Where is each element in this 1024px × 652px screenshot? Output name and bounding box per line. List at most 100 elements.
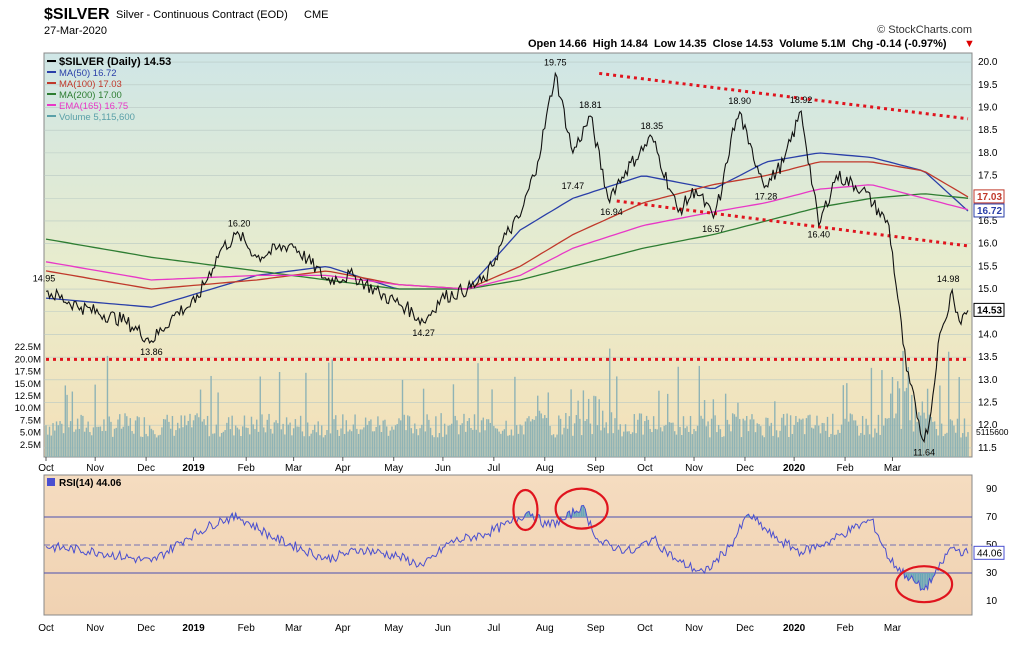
rsi-highlight-circle: [554, 487, 609, 530]
price-y-tick: 18.0: [978, 148, 998, 159]
volume-bar: [141, 436, 144, 457]
volume-bar: [192, 420, 195, 457]
volume-bar: [445, 434, 448, 457]
price-x-tick: Feb: [836, 463, 854, 474]
volume-bar: [456, 420, 458, 457]
volume-bar: [709, 437, 711, 457]
volume-bar: [916, 421, 918, 457]
price-y-tick: 12.5: [978, 398, 998, 409]
volume-bar: [226, 422, 228, 457]
volume-bar: [191, 427, 193, 457]
price-annotation: 19.75: [544, 57, 567, 67]
volume-bar: [547, 392, 549, 457]
volume-bar: [252, 424, 254, 457]
volume-bar: [105, 430, 107, 457]
volume-bar: [324, 435, 326, 457]
ma-line-1: [45, 161, 969, 290]
volume-bar: [535, 416, 537, 457]
volume-bar: [877, 414, 880, 457]
volume-bar: [54, 430, 56, 457]
price-x-tick: Jul: [487, 463, 500, 474]
volume-bar: [298, 426, 300, 457]
price-x-tick: 2019: [182, 463, 205, 474]
volume-bar: [407, 415, 409, 457]
volume-bar: [52, 423, 54, 457]
volume-bar: [364, 417, 367, 457]
volume-bar: [693, 428, 695, 457]
volume-bar: [568, 416, 571, 457]
volume-bar: [245, 427, 247, 457]
volume-bar: [162, 419, 165, 457]
volume-bar: [229, 429, 232, 457]
volume-bar: [524, 421, 527, 457]
volume-bar: [336, 429, 339, 457]
volume-bar: [742, 418, 744, 457]
volume-bar: [421, 424, 423, 457]
volume-bar: [689, 415, 692, 457]
volume-bar: [459, 425, 462, 457]
volume-bar: [551, 435, 553, 457]
volume-bar: [847, 421, 850, 457]
volume-bar: [531, 419, 534, 457]
volume-bar: [194, 415, 196, 457]
volume-bar: [82, 415, 84, 457]
volume-bar: [472, 429, 474, 457]
volume-bar: [505, 420, 507, 457]
volume-bar: [624, 424, 627, 457]
volume-bar: [823, 423, 825, 457]
volume-bar: [652, 416, 655, 457]
volume-bar: [930, 416, 932, 457]
volume-bar: [196, 413, 198, 457]
volume-bar: [450, 423, 453, 457]
volume-bar: [493, 426, 495, 457]
volume-bar: [282, 423, 284, 457]
volume-bar: [294, 419, 297, 457]
volume-bar: [345, 420, 348, 457]
volume-bar: [463, 413, 465, 457]
volume-bar: [925, 418, 927, 457]
volume-bar: [66, 394, 68, 457]
volume-bar: [436, 437, 439, 457]
volume-bar: [347, 431, 349, 457]
volume-bar: [538, 410, 541, 457]
volume-bar: [825, 430, 827, 457]
volume-bar: [545, 417, 548, 457]
volume-bar: [285, 417, 288, 457]
volume-bar: [122, 426, 124, 457]
volume-bar: [868, 434, 871, 457]
volume-bar: [328, 362, 330, 457]
volume-bar: [150, 428, 153, 457]
volume-bar: [833, 434, 836, 457]
volume-bar: [587, 398, 590, 457]
volume-bar: [284, 434, 286, 457]
volume-bar: [59, 421, 61, 457]
volume-bar: [521, 425, 523, 457]
volume-bar: [178, 428, 181, 457]
volume-bar: [292, 428, 295, 457]
volume-bar: [238, 429, 240, 457]
price-annotation: 16.57: [702, 224, 725, 234]
volume-bar: [212, 433, 214, 457]
volume-bar: [94, 384, 96, 457]
volume-bar: [452, 384, 455, 457]
volume-bar: [373, 431, 376, 457]
volume-bar: [350, 431, 353, 457]
volume-bar: [366, 424, 369, 457]
volume-bar: [803, 434, 806, 457]
price-y-tick: 19.0: [978, 102, 998, 113]
volume-bar: [666, 393, 669, 457]
volume-bar: [723, 436, 725, 457]
volume-bar: [205, 425, 207, 457]
volume-y-tick: 20.0M: [15, 354, 41, 365]
volume-bar: [530, 421, 532, 457]
volume-bar: [584, 420, 586, 457]
trend-line-1: [616, 199, 969, 248]
price-x-tick: Mar: [285, 463, 303, 474]
volume-bar: [45, 425, 47, 457]
volume-bar: [78, 428, 81, 457]
volume-bar: [494, 428, 497, 457]
rsi-last-box: [973, 545, 1005, 560]
volume-bar: [101, 431, 103, 457]
volume-y-tick: 22.5M: [15, 342, 41, 353]
volume-bar: [148, 425, 151, 457]
